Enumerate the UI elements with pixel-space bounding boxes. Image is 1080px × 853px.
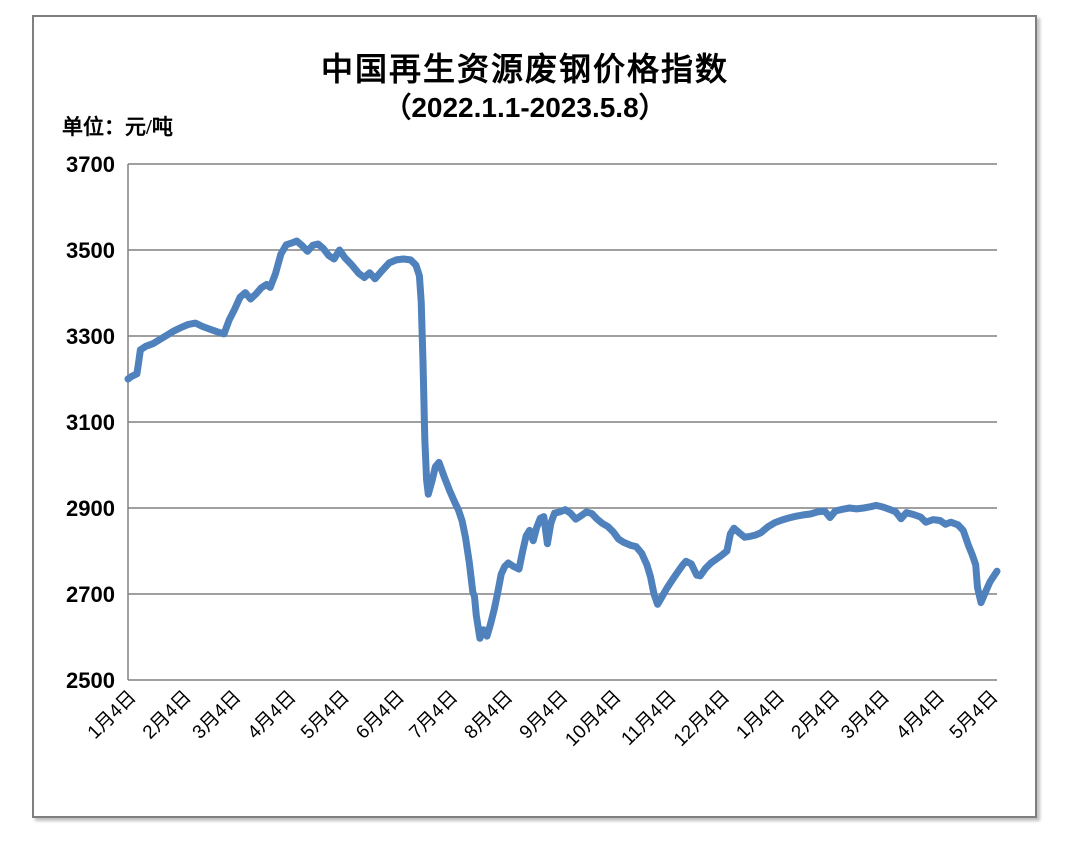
x-tick-label: 12月4日 xyxy=(670,687,734,751)
x-tick-label: 5月4日 xyxy=(946,687,1003,744)
x-tick-label: 11月4日 xyxy=(618,687,681,750)
chart-title: 中国再生资源废钢价格指数 xyxy=(320,51,729,87)
x-tick-label: 5月4日 xyxy=(297,687,354,744)
x-tick-label: 4月4日 xyxy=(892,687,949,744)
x-tick-label: 2月4日 xyxy=(139,687,196,744)
x-tick-label: 1月4日 xyxy=(732,687,789,744)
price-line-series xyxy=(124,237,1001,642)
x-tick-label: 3月4日 xyxy=(189,687,246,744)
x-tick-label: 2月4日 xyxy=(788,687,845,744)
unit-label: 单位：元/吨 xyxy=(62,115,173,139)
y-tick-label: 3300 xyxy=(66,324,115,349)
y-tick-label: 3500 xyxy=(66,238,115,263)
chart-subtitle: （2022.1.1-2023.5.8） xyxy=(383,92,667,123)
x-tick-label: 7月4日 xyxy=(406,687,463,744)
x-tick-label: 4月4日 xyxy=(244,687,301,744)
x-tick-label: 6月4日 xyxy=(352,687,409,744)
y-tick-label: 3100 xyxy=(66,410,115,435)
y-tick-label: 2900 xyxy=(66,496,115,521)
x-tick-label: 10月4日 xyxy=(561,687,625,751)
x-tick-label: 3月4日 xyxy=(837,687,894,744)
x-tick-label: 8月4日 xyxy=(461,687,518,744)
y-tick-label: 3700 xyxy=(66,152,115,177)
y-tick-label: 2500 xyxy=(66,668,115,693)
x-tick-label: 1月4日 xyxy=(84,687,141,744)
chart-frame xyxy=(32,15,1037,818)
y-tick-label: 2700 xyxy=(66,582,115,607)
